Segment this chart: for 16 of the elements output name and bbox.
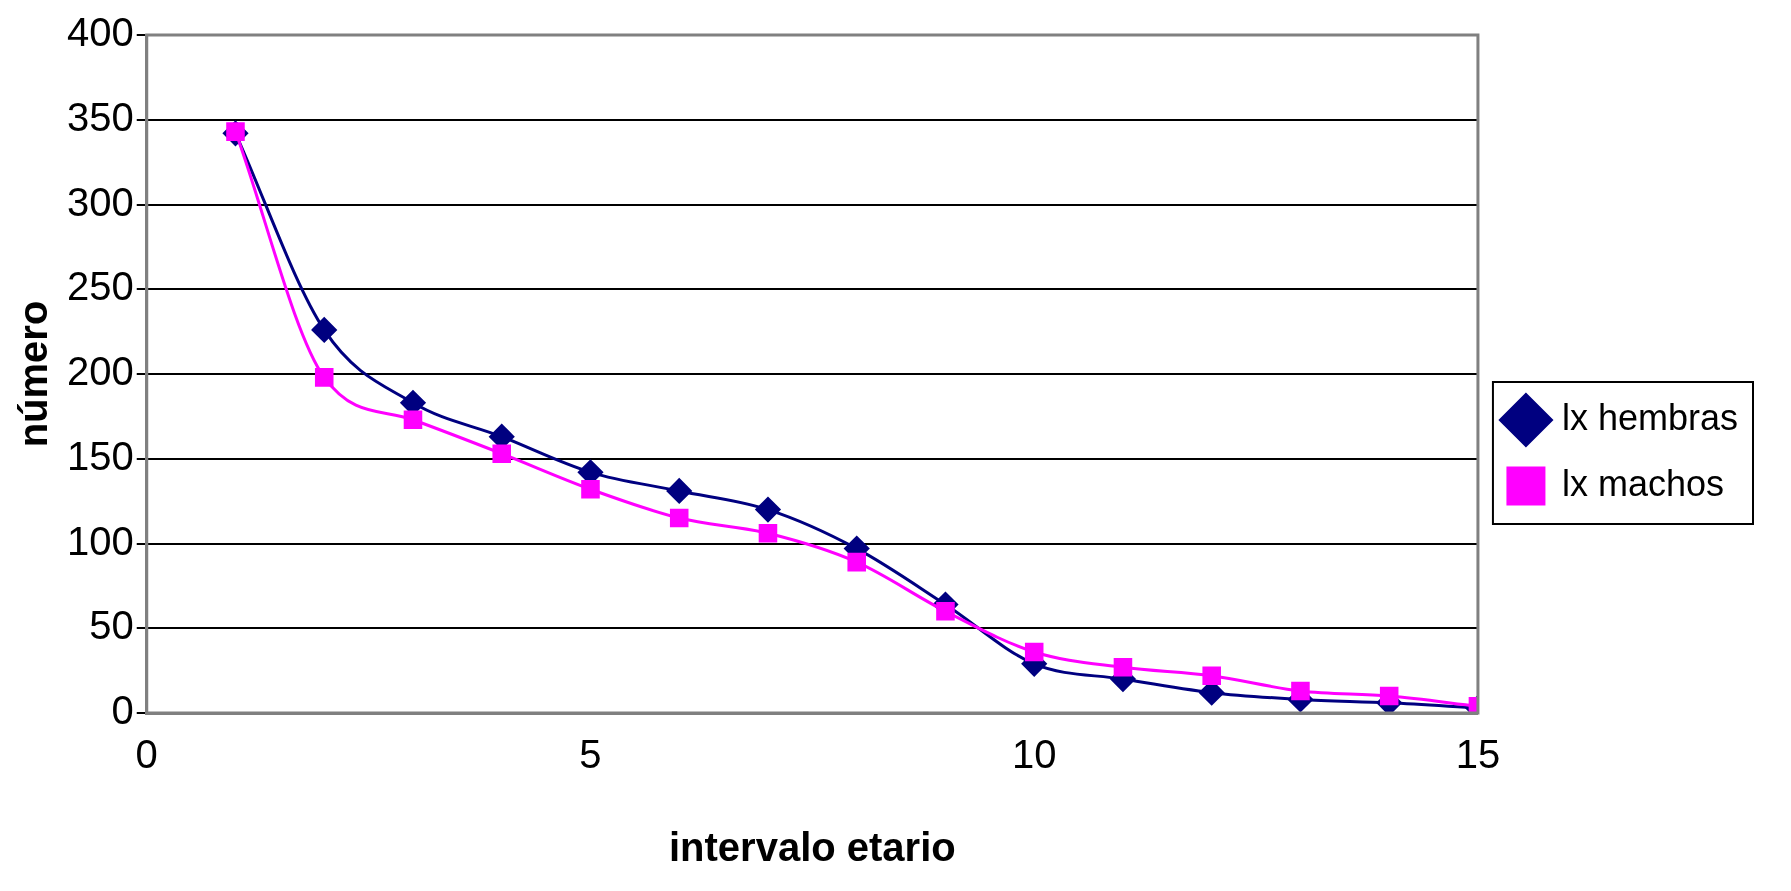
y-tick-label: 300 xyxy=(66,179,134,224)
y-tick-label: 150 xyxy=(66,433,134,478)
legend-label: lx hembras xyxy=(1561,396,1738,438)
x-tick-label: 5 xyxy=(579,732,602,777)
y-axis-title: número xyxy=(11,300,56,448)
x-tick-label: 10 xyxy=(1011,732,1057,777)
legend-label: lx machos xyxy=(1561,462,1724,504)
y-tick-label: 200 xyxy=(66,349,134,394)
y-tick-label: 0 xyxy=(111,688,134,733)
y-tick-label: 100 xyxy=(66,518,134,563)
y-tick-label: 350 xyxy=(66,94,134,139)
y-tick-label: 400 xyxy=(66,10,134,55)
x-tick-label: 15 xyxy=(1455,732,1501,777)
y-tick-label: 50 xyxy=(89,603,134,648)
y-tick-label: 250 xyxy=(66,264,134,309)
x-axis-title: intervalo etario xyxy=(668,825,956,870)
